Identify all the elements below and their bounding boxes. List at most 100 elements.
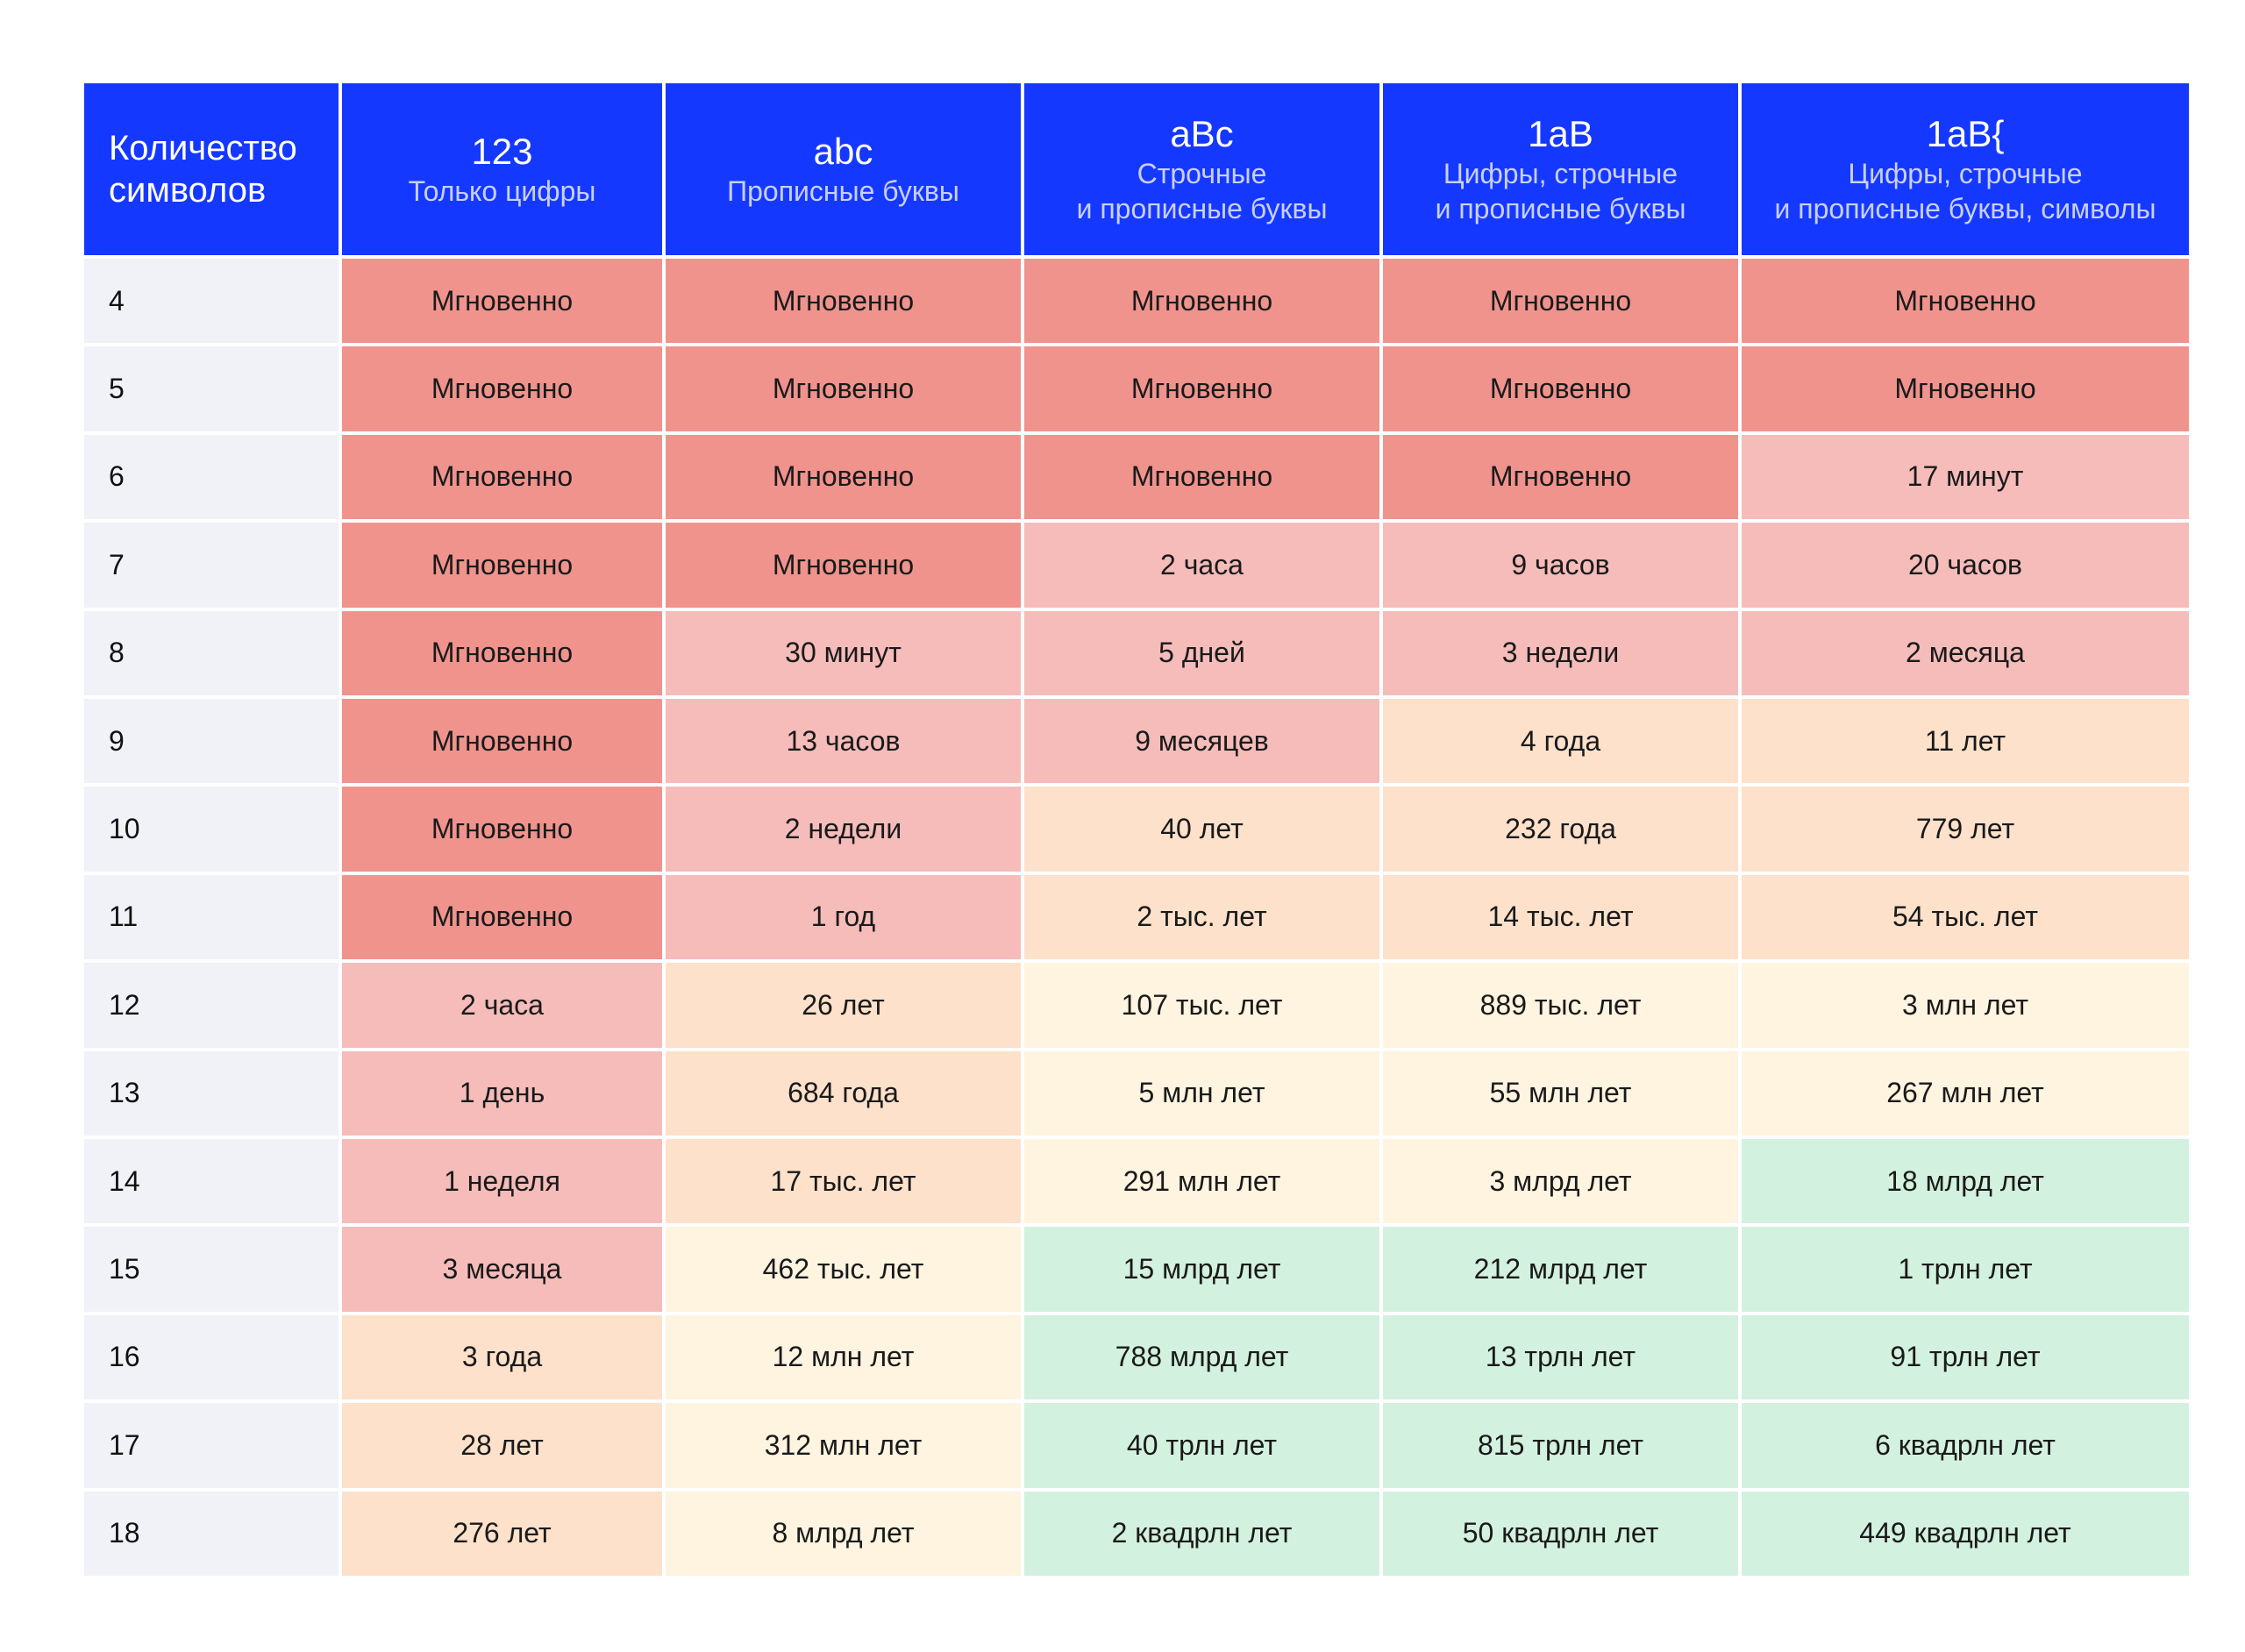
row-length-label: 7 [84, 523, 339, 608]
header-column-digits: 123 Только цифры [342, 83, 662, 255]
table-cell: 788 млрд лет [1024, 1314, 1379, 1400]
table-cell: 5 дней [1024, 610, 1379, 695]
row-length-label: 11 [84, 874, 339, 960]
table-cell: Мгновенно [666, 523, 1021, 608]
table-cell: Мгновенно [1383, 259, 1738, 344]
header-description: Только цифры [408, 175, 596, 207]
row-length-label: 4 [84, 259, 339, 344]
table-cell: Мгновенно [342, 610, 662, 695]
table-cell: 50 квадрлн лет [1383, 1491, 1738, 1576]
table-cell: 462 тыс. лет [666, 1227, 1021, 1312]
table-cell: 5 млн лет [1024, 1050, 1379, 1136]
table-cell: 267 млн лет [1742, 1050, 2189, 1136]
table-cell: 3 млн лет [1742, 963, 2189, 1048]
header-corner-cell: Количество символов [84, 83, 339, 255]
table-cell: 55 млн лет [1383, 1050, 1738, 1136]
table-cell: Мгновенно [342, 523, 662, 608]
table-cell: 2 квадрлн лет [1024, 1491, 1379, 1576]
table-cell: Мгновенно [342, 346, 662, 431]
table-cell: Мгновенно [1742, 346, 2189, 431]
table-cell: 779 лет [1742, 787, 2189, 872]
header-column-all-symbols: 1aB{ Цифры, строчные и прописные буквы, … [1742, 83, 2189, 255]
header-symbol: aBc [1170, 113, 1234, 154]
header-description: Цифры, строчные и прописные буквы, симво… [1774, 158, 2156, 224]
table-cell: 212 млрд лет [1383, 1227, 1738, 1312]
table-cell: Мгновенно [1024, 346, 1379, 431]
table-cell: 1 год [666, 874, 1021, 960]
header-column-mixed-case: aBc Строчные и прописные буквы [1024, 83, 1379, 255]
table-cell: 1 неделя [342, 1139, 662, 1224]
table-cell: 40 трлн лет [1024, 1403, 1379, 1488]
row-length-label: 10 [84, 787, 339, 872]
header-description: Строчные и прописные буквы [1076, 158, 1328, 224]
table-cell: Мгновенно [342, 259, 662, 344]
row-length-label: 13 [84, 1050, 339, 1136]
header-symbol: 1aB{ [1926, 113, 2005, 154]
table-cell: 2 часа [1024, 523, 1379, 608]
row-length-label: 15 [84, 1227, 339, 1312]
row-length-label: 5 [84, 346, 339, 431]
table-cell: 9 часов [1383, 523, 1738, 608]
table-cell: Мгновенно [666, 434, 1021, 520]
table-cell: 8 млрд лет [666, 1491, 1021, 1576]
table-cell: Мгновенно [342, 699, 662, 784]
table-cell: Мгновенно [1742, 259, 2189, 344]
table-cell: 2 недели [666, 787, 1021, 872]
table-cell: 2 тыс. лет [1024, 874, 1379, 960]
table-cell: 232 года [1383, 787, 1738, 872]
table-cell: 3 года [342, 1314, 662, 1400]
table-cell: Мгновенно [666, 346, 1021, 431]
table-cell: 1 трлн лет [1742, 1227, 2189, 1312]
header-description: Цифры, строчные и прописные буквы [1435, 158, 1686, 224]
table-cell: 276 лет [342, 1491, 662, 1576]
table-cell: Мгновенно [342, 434, 662, 520]
table-cell: 889 тыс. лет [1383, 963, 1738, 1048]
table-cell: 9 месяцев [1024, 699, 1379, 784]
table-cell: 4 года [1383, 699, 1738, 784]
table-cell: Мгновенно [342, 874, 662, 960]
table-cell: 2 часа [342, 963, 662, 1048]
header-column-digits-mixed-case: 1aB Цифры, строчные и прописные буквы [1383, 83, 1738, 255]
table-cell: 107 тыс. лет [1024, 963, 1379, 1048]
table-cell: 20 часов [1742, 523, 2189, 608]
row-length-label: 8 [84, 610, 339, 695]
table-cell: 14 тыс. лет [1383, 874, 1738, 960]
table-cell: Мгновенно [1024, 259, 1379, 344]
row-length-label: 17 [84, 1403, 339, 1488]
table-cell: 54 тыс. лет [1742, 874, 2189, 960]
table-cell: 40 лет [1024, 787, 1379, 872]
table-cell: 12 млн лет [666, 1314, 1021, 1400]
row-length-label: 16 [84, 1314, 339, 1400]
row-length-label: 9 [84, 699, 339, 784]
table-cell: Мгновенно [1024, 434, 1379, 520]
table-cell: 30 минут [666, 610, 1021, 695]
table-cell: 2 месяца [1742, 610, 2189, 695]
header-column-lowercase: abc Прописные буквы [666, 83, 1021, 255]
table-cell: 17 тыс. лет [666, 1139, 1021, 1224]
header-symbol: 123 [471, 131, 533, 172]
header-symbol: 1aB [1528, 113, 1593, 154]
table-cell: 3 млрд лет [1383, 1139, 1738, 1224]
table-cell: 28 лет [342, 1403, 662, 1488]
table-cell: 13 часов [666, 699, 1021, 784]
table-cell: 684 года [666, 1050, 1021, 1136]
table-cell: 18 млрд лет [1742, 1139, 2189, 1224]
row-length-label: 12 [84, 963, 339, 1048]
table-cell: 815 трлн лет [1383, 1403, 1738, 1488]
table-cell: 6 квадрлн лет [1742, 1403, 2189, 1488]
row-length-label: 6 [84, 434, 339, 520]
table-cell: 3 недели [1383, 610, 1738, 695]
table-cell: 11 лет [1742, 699, 2189, 784]
password-crack-time-table: Количество символов 123 Только цифры abc… [84, 83, 2189, 1576]
table-cell: 312 млн лет [666, 1403, 1021, 1488]
header-symbol: abc [813, 131, 873, 172]
header-length-label: Количество символов [109, 129, 297, 210]
table-cell: Мгновенно [666, 259, 1021, 344]
table-cell: 449 квадрлн лет [1742, 1491, 2189, 1576]
header-description: Прописные буквы [727, 175, 959, 207]
table-cell: 91 трлн лет [1742, 1314, 2189, 1400]
table-cell: 26 лет [666, 963, 1021, 1048]
table-cell: Мгновенно [1383, 346, 1738, 431]
row-length-label: 18 [84, 1491, 339, 1576]
table-cell: Мгновенно [342, 787, 662, 872]
